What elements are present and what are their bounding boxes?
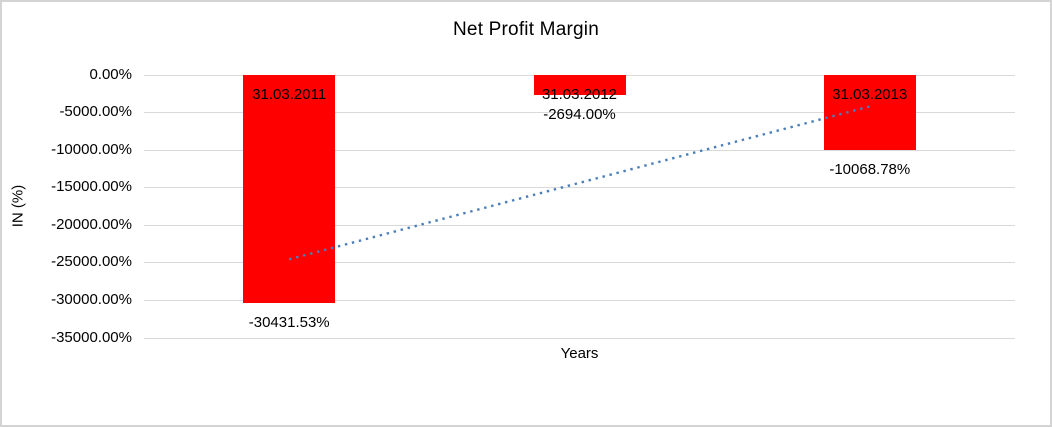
bar-category-label: 31.03.2012	[541, 85, 618, 103]
y-tick-label: -35000.00%	[51, 328, 132, 346]
bar-category-label: 31.03.2011	[252, 85, 327, 103]
bar-value-label: -10068.78%	[829, 161, 911, 179]
y-tick-label: -30000.00%	[51, 291, 132, 308]
gridline	[144, 262, 1015, 264]
bar-category-label: 31.03.2013	[832, 85, 908, 103]
bar	[243, 74, 336, 304]
y-tick-label: -10000.00%	[51, 140, 132, 158]
y-tick-label: 0.00%	[89, 65, 132, 83]
y-tick-label: -20000.00%	[51, 215, 132, 233]
gridline	[144, 337, 1015, 339]
bar-value-label: -30431.53%	[248, 314, 330, 332]
bar-value-label: -2694.00%	[543, 105, 616, 123]
y-tick-label: -15000.00%	[51, 178, 132, 196]
x-axis-title: Years	[560, 345, 599, 362]
gridline	[144, 300, 1015, 301]
chart-title: Net Profit Margin	[453, 19, 599, 40]
bar	[533, 74, 626, 95]
y-tick-label: -25000.00%	[51, 253, 132, 271]
trendline-segment	[288, 105, 871, 261]
y-tick-label: -5000.00%	[59, 103, 132, 121]
